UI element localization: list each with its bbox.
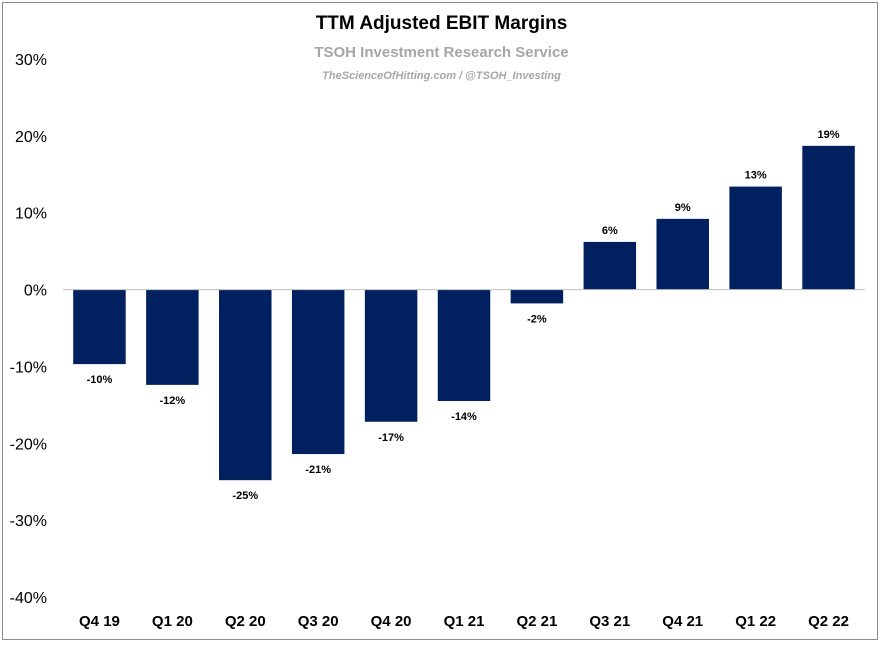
data-label: -2% (527, 313, 547, 325)
bar (364, 289, 418, 422)
bar (729, 186, 782, 290)
y-tick-label: -30% (10, 513, 47, 530)
data-label: -17% (378, 432, 404, 444)
y-tick-label: 10% (15, 206, 47, 223)
x-axis: Q4 19 Q1 20 Q2 20 Q3 20 Q4 20 Q1 21 Q2 21 Q3 21… (79, 613, 849, 630)
bar (73, 289, 126, 365)
bar (802, 145, 855, 290)
x-category-label: Q1 22 (735, 613, 776, 630)
y-tick-label: 30% (15, 52, 47, 69)
data-label: -21% (305, 464, 331, 476)
chart-title: TTM Adjusted EBIT Margins (315, 13, 568, 34)
data-label: 9% (675, 202, 691, 214)
x-category-label: Q4 21 (662, 613, 703, 630)
x-category-label: Q3 21 (589, 613, 630, 630)
bar (291, 289, 345, 455)
data-label: -14% (451, 411, 477, 423)
x-category-label: Q2 20 (225, 613, 266, 630)
x-category-label: Q4 19 (79, 613, 120, 630)
bar (437, 289, 491, 402)
y-tick-label: -10% (10, 359, 47, 376)
x-category-label: Q1 21 (444, 613, 485, 630)
bar (656, 218, 709, 290)
data-label: 6% (602, 225, 618, 237)
x-category-label: Q2 21 (516, 613, 557, 630)
data-label: -12% (160, 395, 186, 407)
x-category-label: Q3 20 (298, 613, 339, 630)
bar (219, 289, 272, 481)
x-category-label: Q4 20 (371, 613, 412, 630)
data-label: 13% (745, 170, 767, 182)
data-label: -10% (87, 374, 113, 386)
chart-subtitle: TSOH Investment Research Service (314, 44, 569, 61)
x-category-label: Q2 22 (808, 613, 849, 630)
y-tick-label: -40% (10, 590, 47, 607)
bar (510, 289, 564, 304)
y-tick-label: 20% (15, 129, 47, 146)
data-labels: -10% -12% -25% -21% -17% -14% -2% 6% 9% 13% 19% (87, 129, 840, 502)
y-tick-label: -20% (10, 436, 47, 453)
y-axis: 30% 20% 10% 0% -10% -20% -30% -40% (10, 52, 47, 607)
data-label: 19% (818, 129, 840, 141)
bar (583, 241, 637, 290)
y-tick-label: 0% (24, 283, 47, 300)
x-category-label: Q1 20 (152, 613, 193, 630)
data-label: -25% (232, 490, 258, 502)
bar (146, 289, 199, 385)
chart-credit: TheScienceOfHitting.com / @TSOH_Investin… (322, 70, 561, 82)
bars (73, 145, 855, 481)
